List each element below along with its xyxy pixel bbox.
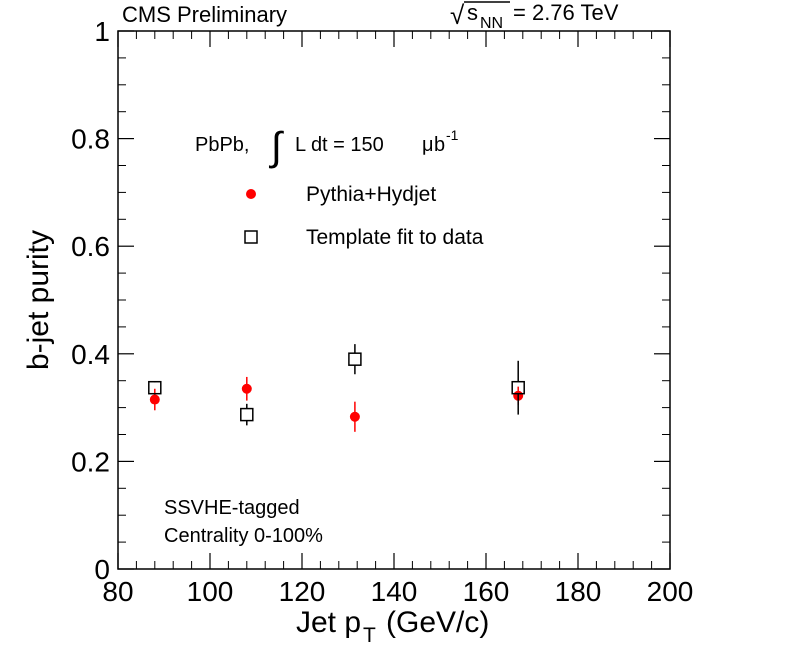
y-tick-label: 0 — [94, 554, 110, 585]
y-tick-label: 0.4 — [71, 339, 110, 370]
y-axis: 0 0.2 0.4 0.6 0.8 1 — [71, 16, 670, 585]
lumi-unit-b: b — [434, 134, 445, 156]
x-tick-label: 140 — [371, 576, 418, 607]
legend-marker-pythia — [246, 189, 256, 199]
legend-label-template: Template fit to data — [306, 226, 484, 249]
legend: Pythia+Hydjet Template fit to data — [244, 183, 484, 249]
data-marks — [148, 344, 525, 432]
data-point-circle — [149, 394, 160, 405]
x-tick-label: 80 — [102, 576, 133, 607]
y-tick-label: 0.8 — [71, 124, 110, 155]
energy-value: = 2.76 TeV — [513, 0, 619, 25]
x-axis-title: Jet p T (GeV/c) — [296, 606, 489, 647]
lumi-body: L dt = 150 — [295, 134, 384, 156]
header-left: CMS Preliminary — [122, 2, 287, 27]
lumi-integral: ∫ — [269, 125, 285, 169]
data-point-square — [148, 380, 162, 395]
x-tick-label: 160 — [463, 576, 510, 607]
x-axis-title-unit: (GeV/c) — [386, 606, 489, 639]
y-axis-title: b-jet purity — [22, 230, 55, 370]
data-point-circle — [241, 383, 252, 394]
annotation-tagger: SSVHE-tagged — [164, 497, 300, 519]
y-tick-label: 1 — [94, 16, 110, 47]
y-tick-label: 0.6 — [71, 231, 110, 262]
header-right: √ s NN = 2.76 TeV — [450, 0, 619, 32]
x-tick-label: 180 — [555, 576, 602, 607]
x-tick-label: 200 — [647, 576, 694, 607]
x-tick-label: 100 — [187, 576, 234, 607]
energy-sub: NN — [480, 15, 503, 32]
plot-frame — [117, 30, 671, 570]
energy-var: s — [467, 0, 478, 25]
legend-marker-template — [244, 230, 258, 244]
lumi-unit-mu: μ — [422, 134, 434, 156]
lumi-exp: -1 — [446, 127, 459, 143]
lumi-label: PbPb, ∫ L dt = 150 μ b -1 — [195, 125, 459, 169]
data-point-square — [348, 352, 362, 366]
x-axis-title-main: Jet p — [296, 606, 361, 639]
y-tick-label: 0.2 — [71, 446, 110, 477]
x-axis-title-sub: T — [363, 624, 376, 647]
legend-label-pythia: Pythia+Hydjet — [306, 183, 436, 206]
data-point-circle — [349, 411, 360, 422]
x-tick-label: 120 — [279, 576, 326, 607]
lumi-prefix: PbPb, — [195, 134, 249, 156]
data-point-square — [240, 407, 254, 422]
sqrt-symbol: √ — [450, 0, 465, 30]
annotation-centrality: Centrality 0-100% — [164, 525, 323, 547]
x-axis: 80 100 120 140 160 180 200 — [102, 31, 693, 607]
data-point-square — [511, 380, 525, 395]
